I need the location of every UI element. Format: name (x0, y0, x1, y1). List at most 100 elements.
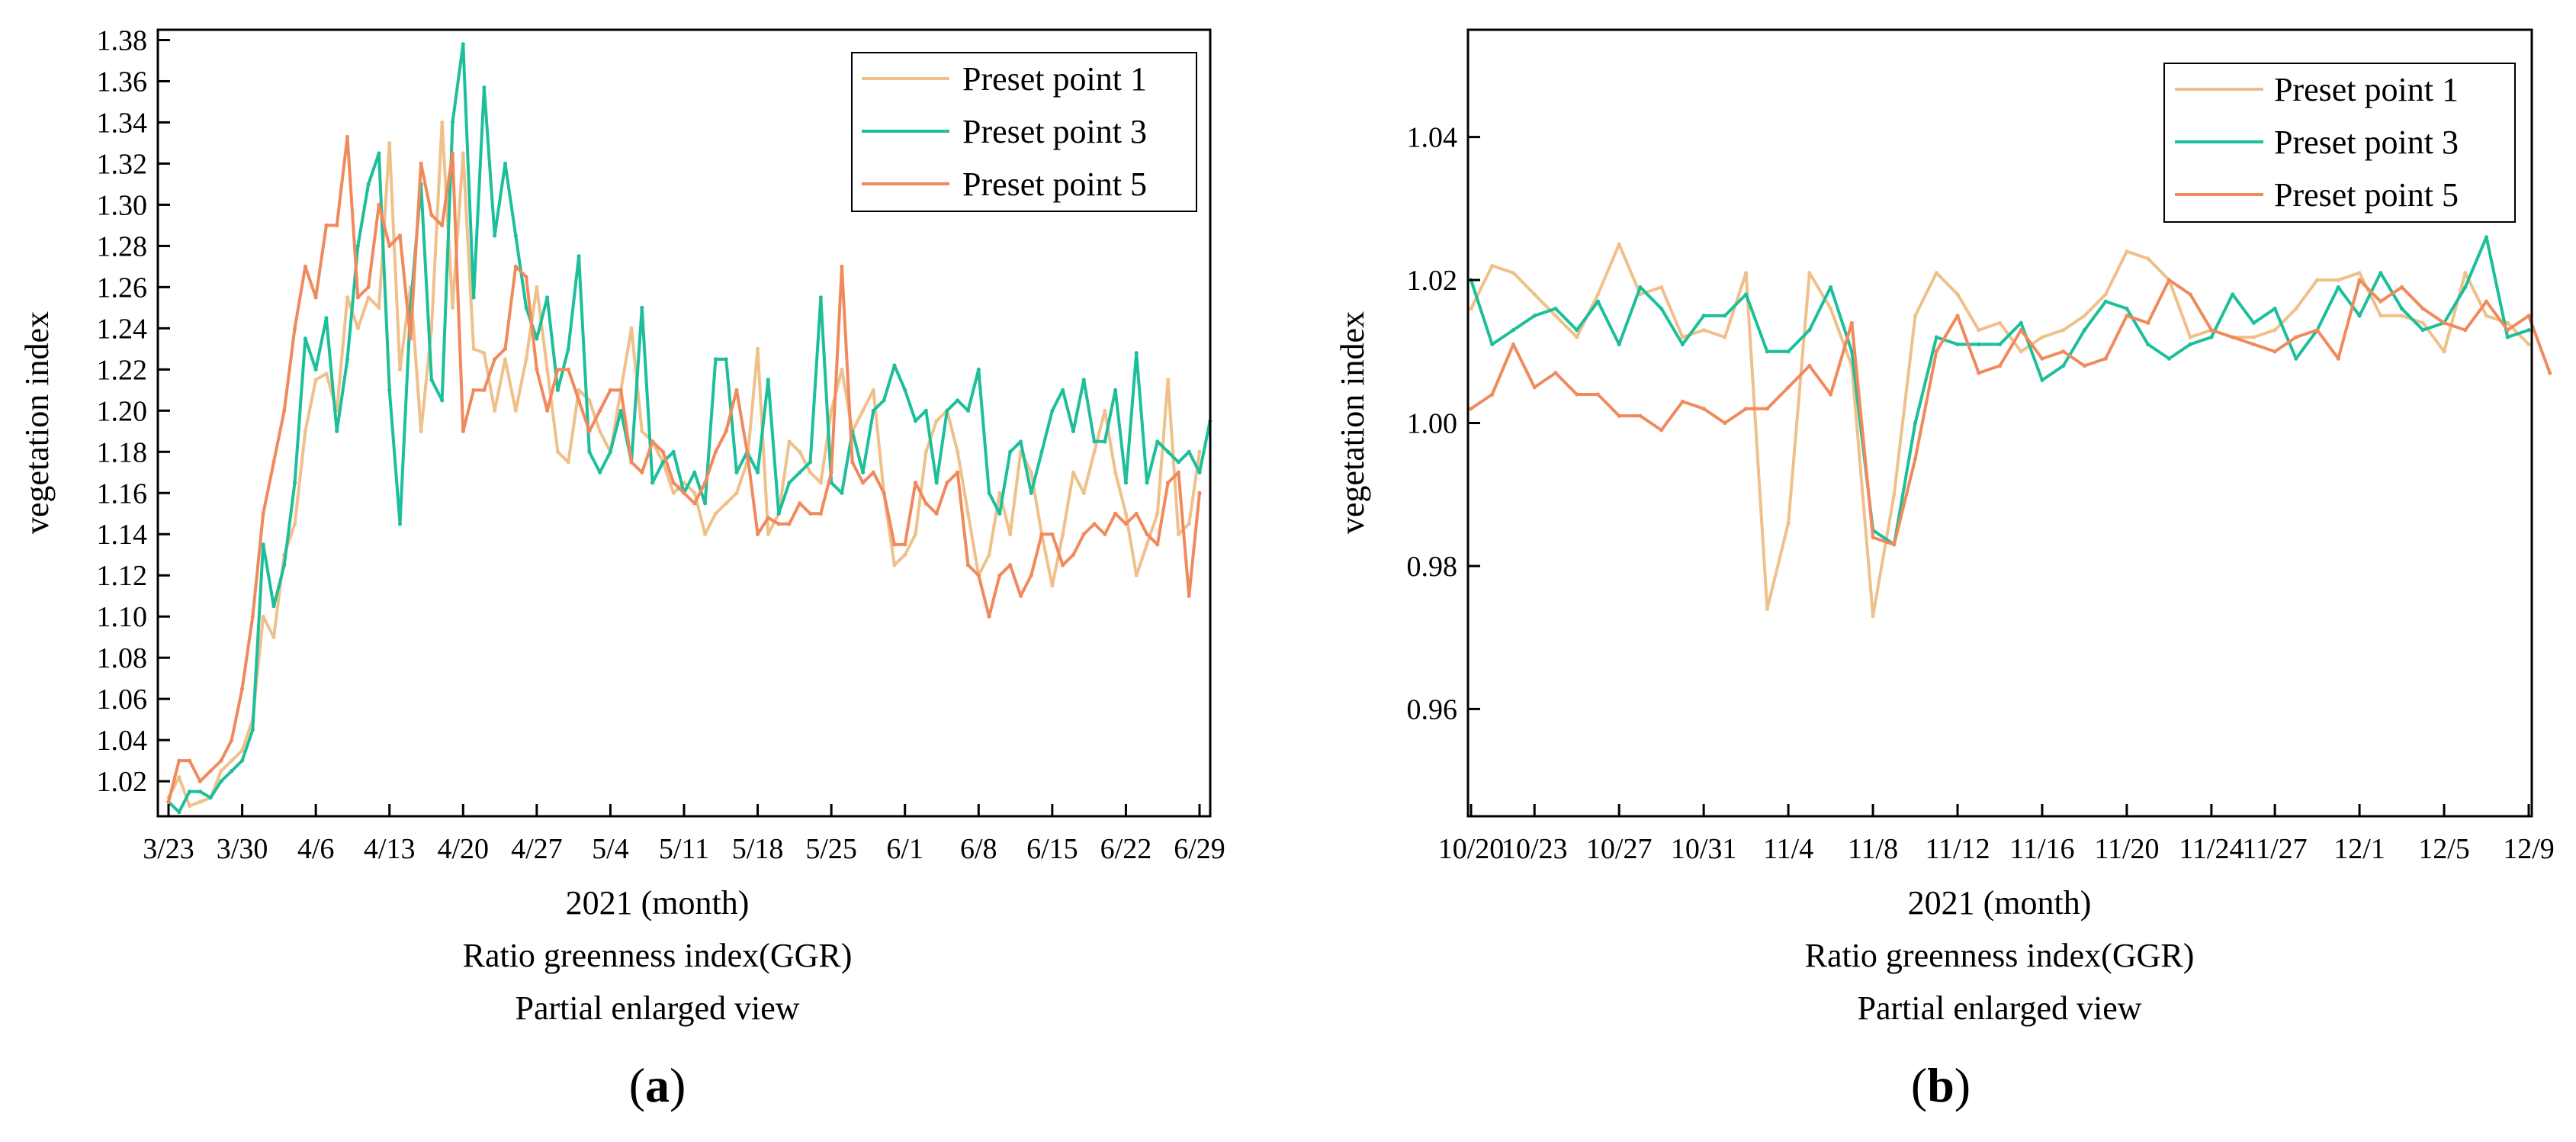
panel-a-series-2-point (776, 511, 781, 516)
panel-a-series-2-point (976, 367, 981, 372)
panel-a-series-3-point (618, 388, 623, 392)
panel-a-series-1-point (303, 429, 307, 433)
panel-a-series-2-point (903, 388, 907, 392)
panel-a-series-3-point (482, 388, 487, 392)
panel-b-series-2-point (2399, 306, 2404, 311)
panel-b-series-1-point (2420, 320, 2425, 325)
panel-b-series-1-point (1659, 285, 1664, 290)
panel-a-series-3-point (903, 542, 907, 547)
panel-a-series-1-point (397, 367, 403, 372)
panel-a-series-1-point (892, 563, 897, 568)
panel-a-series-3-point (587, 429, 592, 433)
panel-a-series-3-point (734, 388, 739, 392)
panel-a-series-2-point (482, 85, 487, 90)
panel-a-series-1-point (987, 552, 991, 557)
panel-a-series-1-point (1197, 449, 1202, 454)
panel-a-series-3-point (1039, 532, 1044, 536)
panel-a-series-2-point (840, 491, 844, 495)
panel-a-series-3-point (755, 532, 760, 536)
panel-a-series-3-point (1008, 563, 1013, 568)
panel-a-series-3-point (313, 295, 318, 300)
panel-a-series-3-point (1113, 511, 1118, 516)
panel-a-series-3-point (923, 501, 928, 506)
panel-b-series-2-point (1977, 342, 1981, 346)
panel-a-series-2-point (230, 769, 234, 774)
panel-b-series-1-point (1511, 271, 1516, 275)
panel-b-series-2-point (1744, 292, 1749, 297)
panel-a-series-1-point (1103, 408, 1107, 413)
panel-a-series-3-point (671, 481, 676, 485)
panel-b-series-1-point (2082, 314, 2087, 318)
panel-b-y-tick-label: 1.00 (1407, 408, 1458, 440)
panel-b-series-3-point (2505, 328, 2510, 333)
panel-b-x-tick-label: 12/5 (2418, 833, 2470, 865)
panel-b-series-1-point (2146, 256, 2150, 261)
panel-a-x-tick-label: 4/27 (511, 833, 563, 865)
panel-a-series-1-point (755, 346, 760, 351)
panel-a-series-2-point (387, 388, 392, 392)
panel-b-series-1-point (2188, 335, 2192, 339)
panel-a-y-tick-label: 1.34 (97, 107, 148, 139)
panel-a-series-2-point (1092, 439, 1097, 444)
panel-a-series-1-point (1061, 532, 1065, 536)
panel-b-series-3-point (1469, 407, 1473, 411)
panel-b-series-3-point (2146, 320, 2150, 325)
panel-a-series-1-point (1123, 511, 1129, 516)
panel-a-series-2-point (882, 398, 886, 403)
panel-b-series-2-point (2188, 342, 2192, 346)
panel-a-series-2-point (692, 470, 697, 474)
panel-a: 1.02 1.04 1.06 1.08 1.10 1.12 1.14 1.16 1.18 1.20… (18, 24, 1225, 1112)
panel-a-series-2-point (313, 367, 318, 372)
panel-b-series-2-point (2526, 328, 2531, 333)
panel-a-series-1-point (513, 408, 518, 413)
panel-b-series-1-point (2061, 328, 2066, 333)
panel-a-series-2-point (545, 295, 550, 300)
panel-a-series-3-point (840, 264, 844, 269)
panel-b-series-1-point (1934, 271, 1938, 275)
panel-a-series-3-point (250, 614, 255, 619)
panel-a-series-2-point (450, 120, 455, 125)
panel-a-series-2-point (945, 408, 949, 413)
panel-a-y-tick-label: 1.04 (97, 725, 148, 757)
panel-a-series-1-point (702, 532, 708, 536)
panel-a-series-3-point (1123, 522, 1129, 526)
panel-a-series-1-point (230, 758, 234, 763)
panel-b-series-2-point (2146, 342, 2150, 346)
panel-b-series-2-point (1490, 342, 1495, 346)
panel-b-series-1-point (1955, 292, 1960, 297)
panel-a-series-3-point (692, 501, 697, 506)
panel-a-series-2-point (713, 357, 718, 362)
panel-a-series-2-point (1061, 388, 1065, 392)
panel-b-series-3-point (1977, 371, 1981, 375)
panel-a-caption-line-2: Ratio greenness index(GGR) (463, 937, 853, 974)
panel-b-series-2-point (1765, 349, 1769, 354)
panel-b-series-1-point (2103, 292, 2108, 297)
panel-b-series-1-point (1490, 263, 1495, 268)
panel-a-series-3-point (555, 367, 560, 372)
panel-a-series-3-point (745, 449, 750, 454)
panel-b-series-2-point (1723, 314, 1727, 318)
panel-a-series-2-point (292, 481, 297, 485)
panel-a-series-2-point (219, 779, 223, 783)
panel-b-series-2-point (2166, 356, 2172, 361)
panel-b-series-3-point (1765, 407, 1769, 411)
panel-a-series-1-point (1166, 378, 1171, 382)
panel-b-x-tick-label: 10/20 (1438, 833, 1505, 865)
panel-a-series-3-point (1155, 542, 1160, 547)
panel-a-series-2-point (724, 357, 728, 362)
panel-b-series-1-point (1744, 271, 1749, 275)
panel-b-x-tick-label: 11/20 (2094, 833, 2159, 865)
panel-a-series-1-point (566, 460, 570, 465)
panel-b-series-2-point (1595, 299, 1601, 304)
panel-b-series-3-point (1871, 535, 1875, 540)
panel-a-series-1-point (587, 398, 592, 403)
panel-a-series-3-point (177, 758, 181, 763)
panel-a-series-3-point (535, 367, 539, 372)
panel-a-series-1-point (808, 470, 813, 474)
panel-a-series-2-point (303, 336, 307, 341)
panel-a-series-1-point (923, 449, 928, 454)
panel-a-series-2-point (650, 481, 655, 485)
panel-b-series-1-point (2526, 342, 2531, 346)
panel-a-series-line-2 (167, 42, 1212, 814)
panel-b-legend-label-preset-3: Preset point 3 (2274, 124, 2459, 161)
